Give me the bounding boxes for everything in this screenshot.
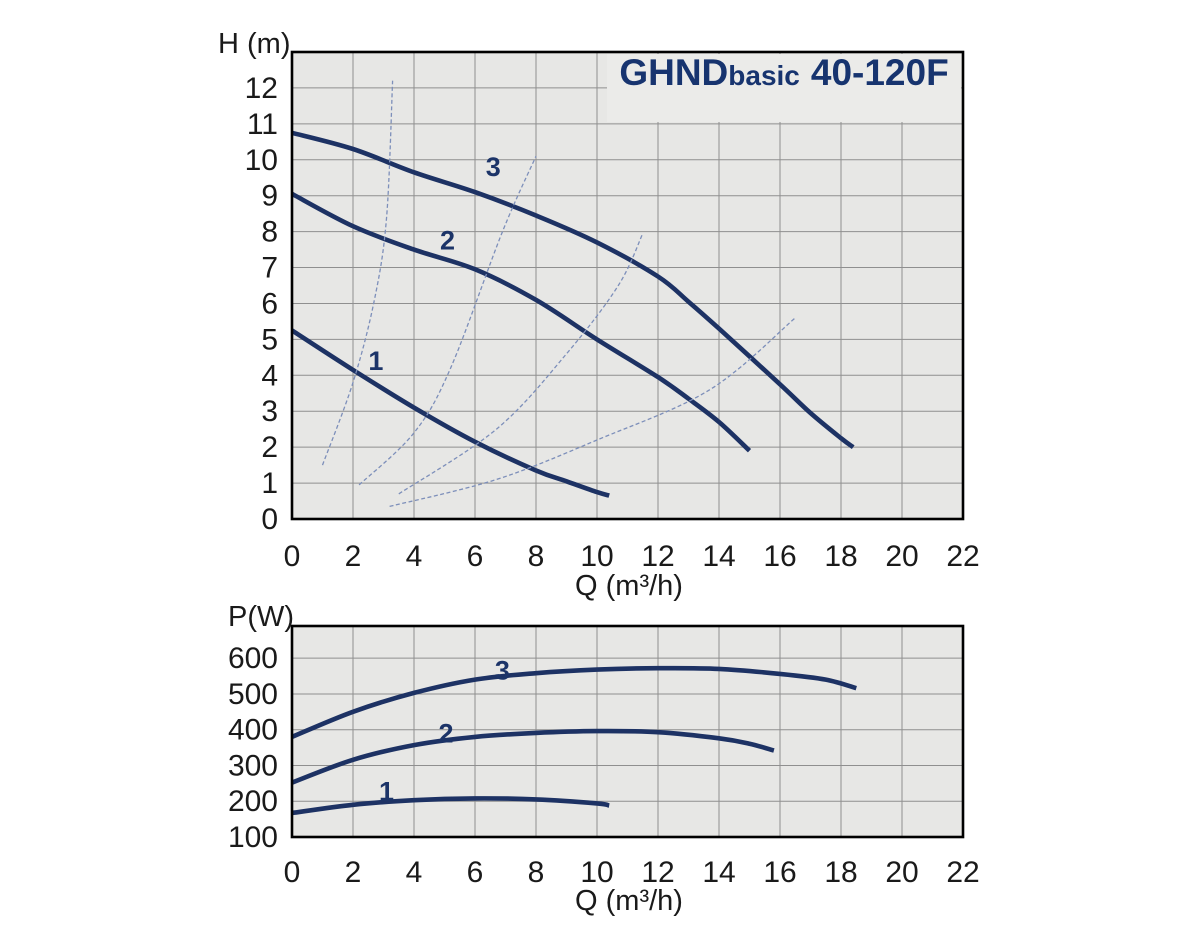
system-curve-d [389, 317, 796, 508]
speed-3-power-curve [291, 665, 857, 740]
speed-1-power-curve [291, 796, 610, 816]
x-tick-label: 18 [824, 856, 857, 889]
x-tick-label: 16 [763, 856, 796, 889]
y-tick-label: 2 [261, 431, 278, 464]
y-tick-label: 3 [261, 395, 278, 428]
chart-title-panel [607, 54, 961, 122]
x-tick-label: 0 [284, 856, 301, 889]
speed-2-power-curve [291, 728, 775, 785]
x-tick-label: 20 [885, 856, 918, 889]
system-curve-c [398, 233, 644, 495]
x-tick-label: 10 [580, 856, 613, 889]
y-tick-label: 1 [261, 467, 278, 500]
chart-title-brand: GHND [619, 52, 729, 93]
chart-title: GHND basic 40-120F [607, 54, 961, 122]
chart-title-model: 40-120F [810, 52, 949, 93]
y-tick-label: 5 [261, 323, 278, 356]
speed-1-power-curve-label: 1 [379, 777, 394, 807]
speed-3-power-curve-label: 3 [495, 656, 510, 686]
system-curve-b [358, 155, 537, 486]
speed-1-head-curve [290, 328, 610, 498]
x-tick-label: 14 [702, 540, 735, 573]
x-tick-label: 16 [763, 540, 796, 573]
system-curve-a [321, 80, 394, 466]
x-tick-label: 12 [641, 540, 674, 573]
x-tick-label: 20 [885, 540, 918, 573]
head-chart-y-axis-title: H (m) [218, 28, 291, 60]
x-tick-label: 0 [284, 540, 301, 573]
y-tick-label: 12 [245, 72, 278, 105]
y-tick-label: 100 [228, 821, 278, 854]
speed-2-head-curve [290, 191, 752, 453]
speed-3-head-curve [291, 130, 855, 450]
x-tick-label: 22 [946, 540, 979, 573]
x-tick-label: 4 [406, 540, 423, 573]
head-flow-chart-border [290, 50, 965, 521]
x-tick-label: 8 [528, 856, 545, 889]
x-tick-label: 14 [702, 856, 735, 889]
y-tick-label: 300 [228, 749, 278, 782]
x-tick-label: 2 [345, 540, 362, 573]
x-tick-label: 6 [467, 856, 484, 889]
x-tick-label: 8 [528, 540, 545, 573]
y-tick-label: 6 [261, 287, 278, 320]
speed-3-head-curve-label: 3 [486, 152, 501, 182]
speed-2-power-curve-label: 2 [439, 718, 454, 748]
y-tick-label: 10 [245, 144, 278, 177]
y-tick-label: 500 [228, 678, 278, 711]
x-tick-label: 18 [824, 540, 857, 573]
speed-2-head-curve-label: 2 [440, 226, 455, 256]
power-chart-y-axis-title: P(W) [228, 601, 295, 633]
y-tick-label: 4 [261, 359, 278, 392]
x-tick-label: 22 [946, 856, 979, 889]
y-tick-label: 11 [247, 108, 278, 141]
y-tick-label: 0 [261, 503, 278, 536]
y-tick-label: 8 [261, 216, 278, 249]
x-tick-label: 2 [345, 856, 362, 889]
y-tick-label: 200 [228, 785, 278, 818]
x-tick-label: 12 [641, 856, 674, 889]
head-chart-x-axis-title: Q (m³/h) [575, 570, 683, 602]
x-tick-label: 6 [467, 540, 484, 573]
y-tick-label: 600 [228, 642, 278, 675]
y-tick-label: 9 [261, 180, 278, 213]
x-tick-label: 10 [580, 540, 613, 573]
y-tick-label: 7 [261, 252, 278, 285]
chart-title-variant: basic [728, 60, 800, 91]
speed-1-head-curve-label: 1 [368, 346, 383, 376]
head-flow-chart-plot-area [292, 52, 963, 519]
x-tick-label: 4 [406, 856, 423, 889]
y-tick-label: 400 [228, 714, 278, 747]
power-chart-x-axis-title: Q (m³/h) [575, 885, 683, 917]
power-flow-chart-border [290, 624, 965, 839]
